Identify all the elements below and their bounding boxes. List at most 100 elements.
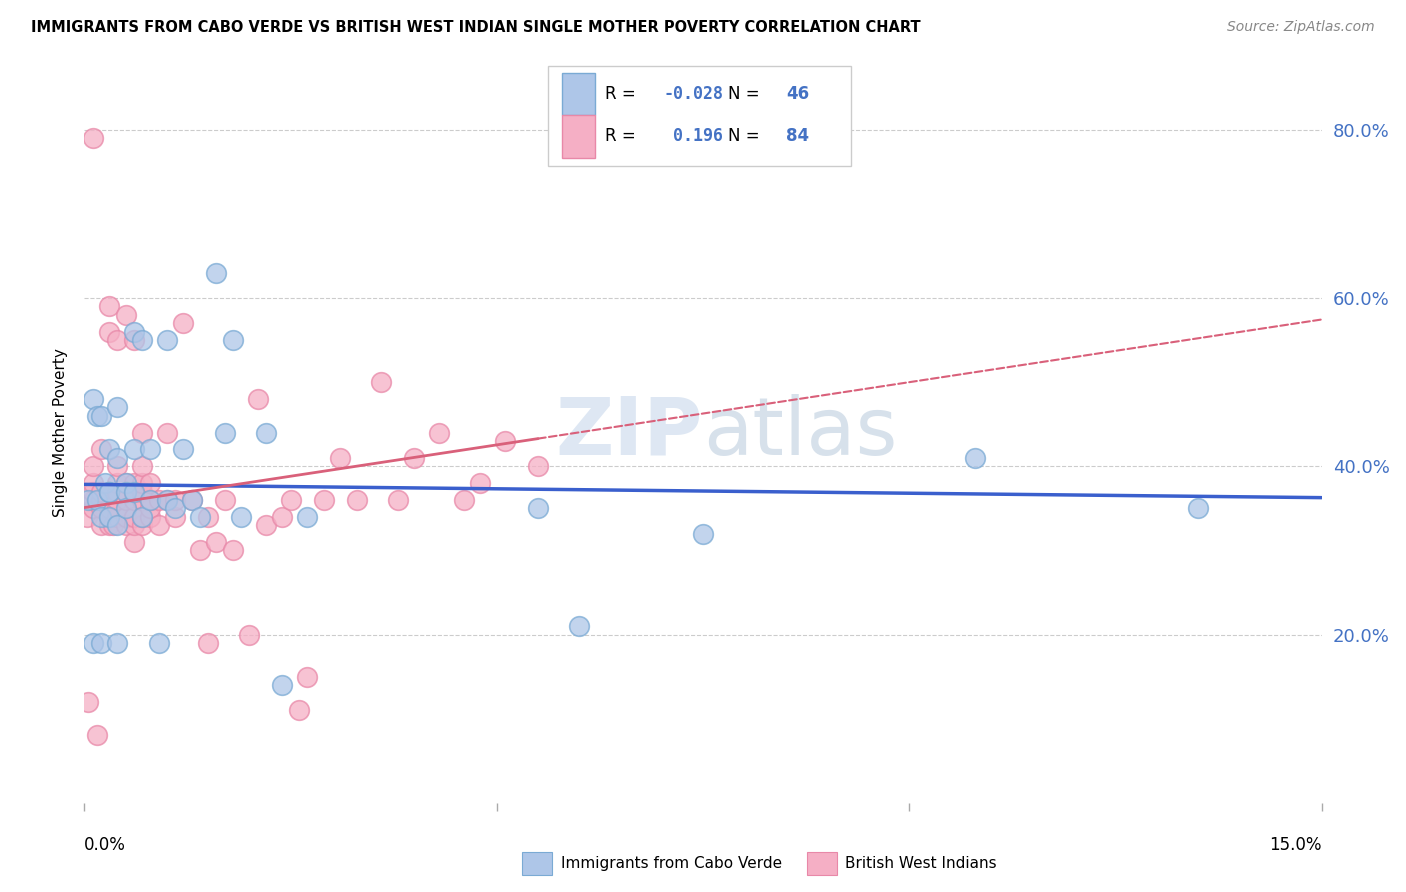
Point (188, 509, 211, 524)
Point (122, 442, 145, 457)
Point (90, 518, 112, 533)
Point (205, 266, 228, 280)
Point (494, 434, 516, 448)
Point (131, 425, 153, 440)
Text: N =: N = (728, 86, 765, 103)
Point (172, 316, 194, 330)
Point (98, 518, 121, 533)
Point (139, 492, 162, 507)
Point (131, 484, 153, 499)
Text: N =: N = (728, 128, 765, 145)
Point (94, 476, 117, 491)
Point (98, 442, 121, 457)
Point (131, 492, 153, 507)
Text: ZIP: ZIP (555, 393, 703, 472)
Point (90, 636, 112, 650)
Point (122, 325, 145, 339)
Point (90, 484, 112, 499)
Point (114, 484, 136, 499)
Point (105, 484, 128, 499)
Point (82, 476, 104, 491)
Point (470, 476, 492, 491)
Point (114, 484, 136, 499)
FancyBboxPatch shape (523, 852, 553, 875)
Point (156, 492, 179, 507)
Point (98, 501, 121, 516)
FancyBboxPatch shape (807, 852, 837, 875)
Point (114, 492, 136, 507)
Point (131, 459, 153, 474)
Point (82, 392, 104, 406)
Point (148, 518, 170, 533)
Point (139, 492, 162, 507)
Point (387, 492, 409, 507)
Point (105, 401, 128, 415)
Point (156, 425, 179, 440)
Point (312, 492, 335, 507)
Point (82, 501, 104, 516)
Point (295, 670, 318, 684)
Point (82, 484, 104, 499)
Text: R =: R = (605, 86, 641, 103)
Point (965, 450, 987, 465)
Point (295, 509, 318, 524)
Point (76, 509, 98, 524)
Point (214, 492, 236, 507)
Point (222, 333, 245, 347)
Point (404, 450, 426, 465)
Point (82, 636, 104, 650)
Point (131, 509, 153, 524)
Point (156, 492, 179, 507)
Point (254, 425, 277, 440)
Point (98, 484, 121, 499)
Point (139, 501, 162, 516)
Point (131, 476, 153, 491)
Point (98, 325, 121, 339)
Point (82, 459, 104, 474)
Point (122, 484, 145, 499)
Point (229, 509, 252, 524)
FancyBboxPatch shape (562, 115, 595, 158)
Point (122, 492, 145, 507)
Point (238, 627, 260, 641)
Point (139, 509, 162, 524)
Point (105, 476, 128, 491)
Point (77, 492, 100, 507)
Text: -0.028: -0.028 (664, 86, 724, 103)
Point (90, 501, 112, 516)
Point (105, 509, 128, 524)
Point (148, 636, 170, 650)
Point (246, 392, 269, 406)
Point (197, 509, 219, 524)
Point (280, 492, 302, 507)
Point (90, 442, 112, 457)
Point (105, 492, 128, 507)
Point (527, 459, 550, 474)
Text: Immigrants from Cabo Verde: Immigrants from Cabo Verde (561, 856, 782, 871)
Point (122, 518, 145, 533)
Point (122, 333, 145, 347)
Point (346, 492, 368, 507)
Point (98, 300, 121, 314)
Point (98, 509, 121, 524)
Point (98, 484, 121, 499)
Point (165, 501, 187, 516)
Point (180, 492, 202, 507)
Text: 0.196: 0.196 (664, 128, 724, 145)
Point (214, 425, 236, 440)
Text: 15.0%: 15.0% (1270, 836, 1322, 855)
Point (568, 619, 591, 633)
Point (156, 333, 179, 347)
Point (527, 501, 550, 516)
FancyBboxPatch shape (548, 66, 852, 166)
Point (105, 518, 128, 533)
Point (122, 476, 145, 491)
Text: atlas: atlas (703, 393, 897, 472)
Point (105, 459, 128, 474)
Point (271, 509, 294, 524)
Point (90, 509, 112, 524)
Point (98, 509, 121, 524)
Point (114, 476, 136, 491)
Point (329, 450, 352, 465)
Point (105, 636, 128, 650)
